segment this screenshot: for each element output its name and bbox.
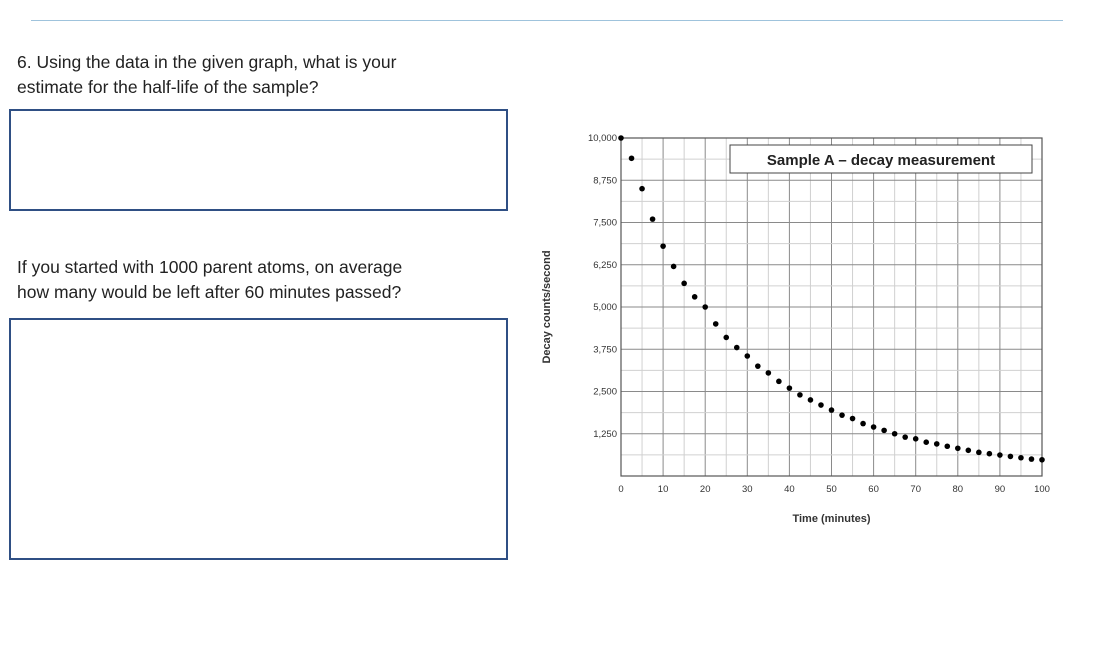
chart-title: Sample A – decay measurement [767, 152, 995, 169]
data-point [681, 280, 687, 287]
x-axis-label: Time (minutes) [792, 513, 870, 525]
x-tick-label: 10 [658, 484, 669, 495]
data-point [944, 443, 951, 450]
data-point [986, 450, 993, 457]
x-tick-label: 0 [618, 484, 623, 495]
x-tick-label: 40 [784, 484, 795, 495]
data-point [860, 420, 866, 427]
question-60-minutes-line-1: If you started with 1000 parent atoms, o… [17, 257, 403, 277]
data-point [797, 392, 803, 398]
data-point [828, 407, 835, 413]
data-point [755, 363, 761, 369]
y-tick-label: 3,750 [593, 344, 617, 355]
question-6: 6. Using the data in the given graph, wh… [17, 50, 477, 100]
data-point [712, 321, 719, 327]
data-point [923, 439, 930, 446]
data-point [691, 294, 698, 300]
y-axis-label: Decay counts/second [541, 250, 553, 363]
y-tick-label: 6,250 [593, 260, 617, 271]
question-6-line-1: 6. Using the data in the given graph, wh… [17, 52, 397, 72]
x-tick-label: 20 [700, 484, 711, 495]
data-point [765, 370, 772, 376]
data-point [723, 334, 730, 341]
data-point [786, 385, 793, 391]
question-60-minutes: If you started with 1000 parent atoms, o… [17, 255, 487, 305]
decay-chart: 10,000 8,750 7,500 6,250 5,000 3,750 2,500 1,25… [541, 133, 1050, 525]
data-point [776, 378, 782, 385]
data-point [628, 155, 635, 162]
data-point [649, 216, 656, 222]
data-point [839, 412, 845, 418]
data-point [639, 185, 645, 192]
data-point [733, 344, 740, 351]
atoms-remaining-answer-box[interactable] [9, 318, 508, 560]
question-6-line-2: estimate for the half-life of the sample… [17, 77, 319, 97]
plot-frame [620, 137, 1043, 477]
data-point [702, 304, 708, 310]
data-point [1007, 453, 1014, 460]
data-point [955, 445, 961, 452]
data-point [807, 397, 814, 403]
data-point [891, 430, 898, 437]
data-point [965, 447, 972, 454]
x-tick-label: 30 [742, 484, 753, 495]
question-60-minutes-line-2: how many would be left after 60 minutes … [17, 282, 402, 302]
data-point [818, 402, 824, 408]
data-point [881, 427, 887, 434]
data-point [744, 353, 751, 359]
x-tick-label: 60 [868, 484, 879, 495]
data-point [1018, 454, 1024, 461]
data-point [902, 434, 908, 440]
half-life-answer-box[interactable] [9, 109, 508, 211]
top-divider [31, 20, 1063, 21]
x-tick-label: 50 [826, 484, 837, 495]
x-tick-label: 70 [910, 484, 921, 495]
y-tick-label: 1,250 [593, 429, 617, 440]
y-tick-label: 8,750 [593, 175, 617, 186]
data-point [849, 415, 856, 422]
data-point [933, 441, 940, 447]
chart-title-box [729, 144, 1033, 174]
y-tick-label: 7,500 [593, 218, 617, 229]
x-tick-label: 90 [995, 484, 1006, 495]
data-point [1039, 456, 1045, 463]
data-point [618, 135, 624, 141]
data-point [670, 263, 677, 270]
x-tick-label: 80 [953, 484, 964, 495]
data-point [997, 452, 1003, 458]
data-point [660, 243, 666, 249]
y-tick-label: 2,500 [593, 387, 617, 398]
data-point [912, 436, 919, 442]
x-tick-label: 100 [1034, 484, 1050, 495]
data-point [976, 449, 982, 456]
data-point [870, 424, 877, 430]
y-tick-label: 5,000 [593, 302, 617, 313]
y-tick-label: 10,000 [588, 133, 617, 144]
data-point [1028, 456, 1035, 462]
